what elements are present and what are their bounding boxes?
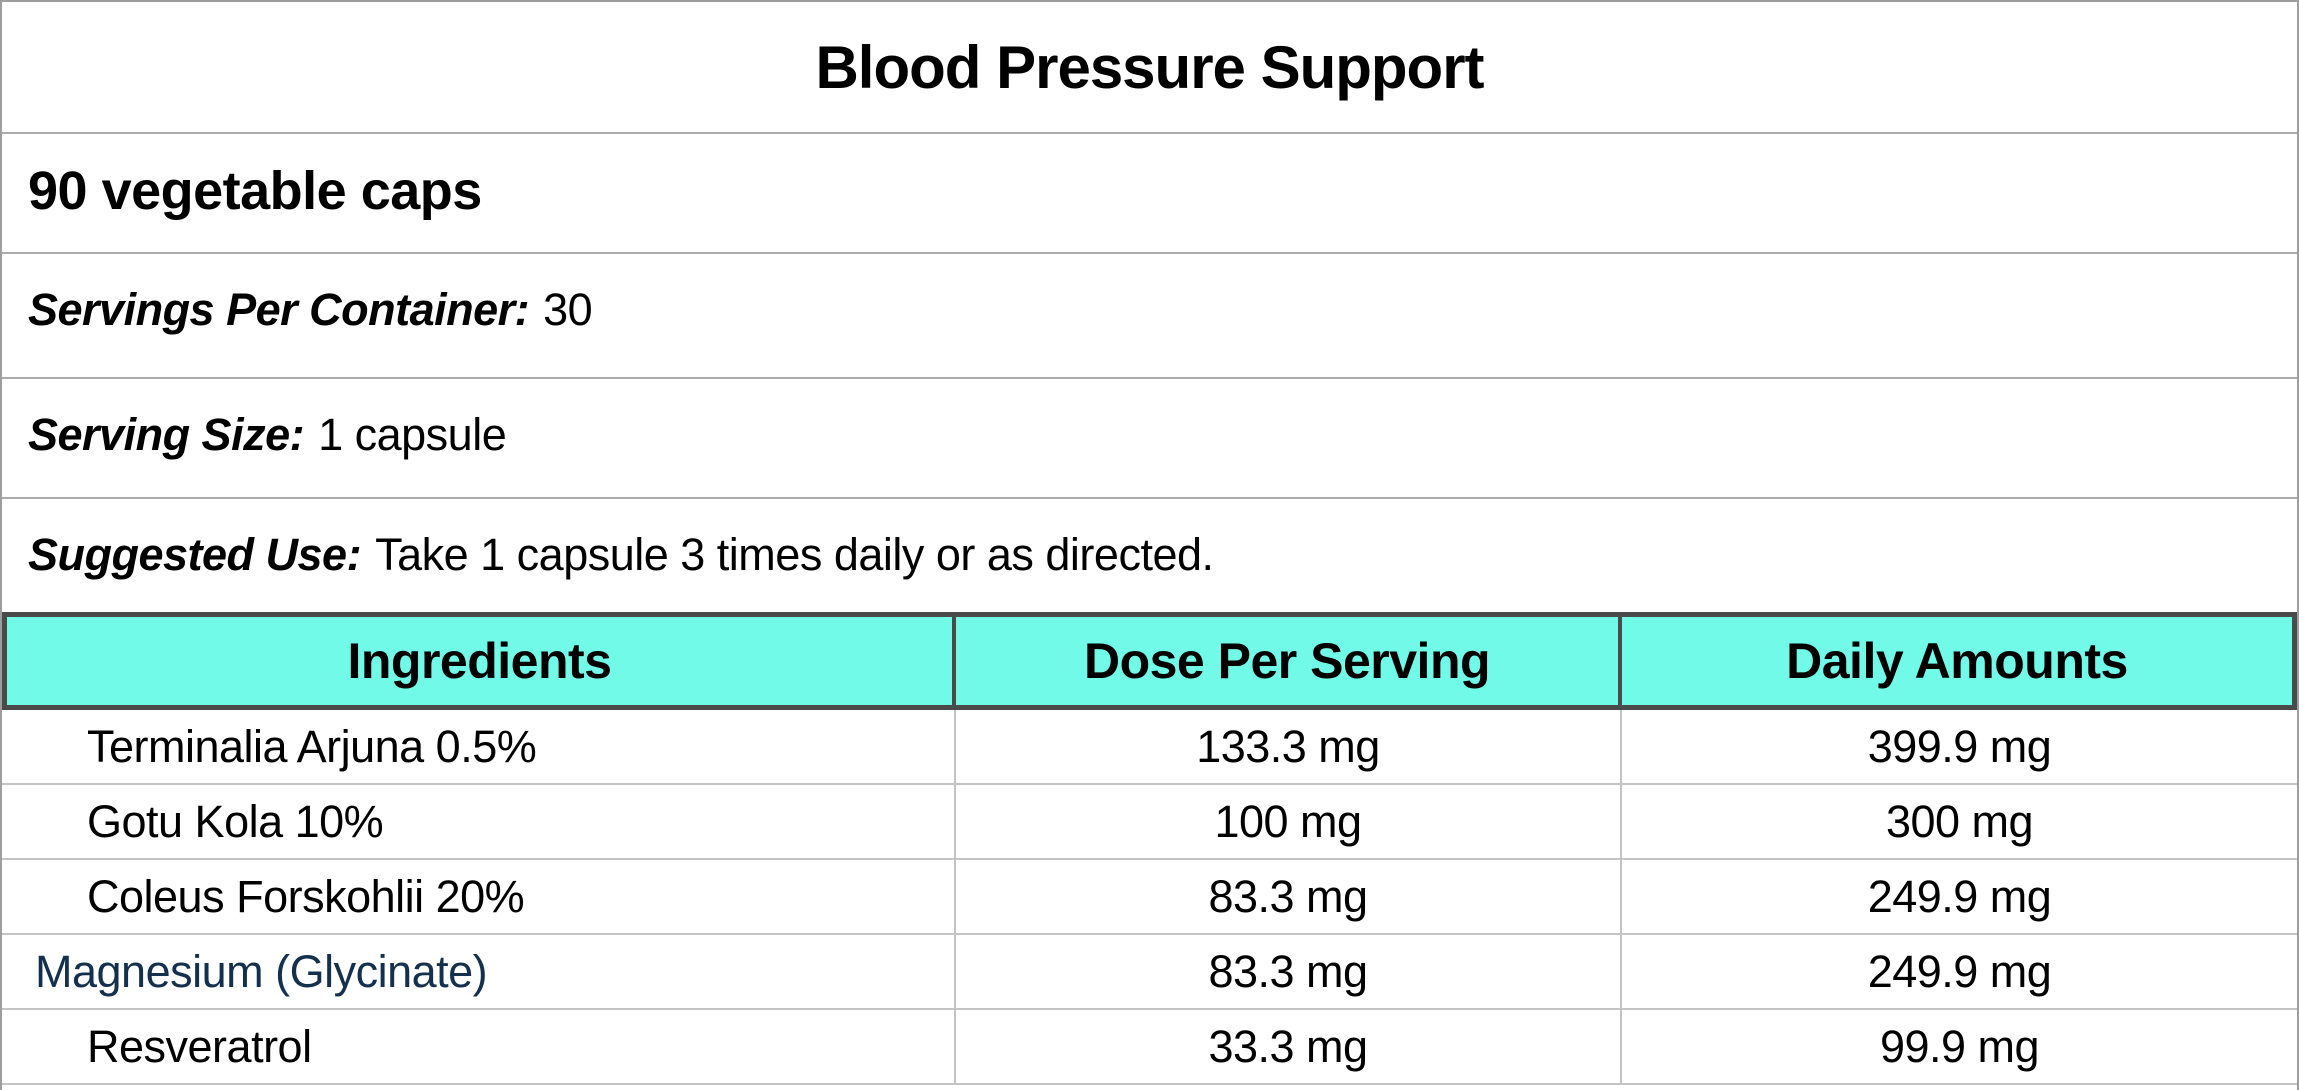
daily-amount-value: 99.9 mg — [1879, 1020, 2040, 1072]
ingredients-table-header: Ingredients Dose Per Serving Daily Amoun… — [2, 612, 2297, 710]
servings-per-container-label: Servings Per Container: — [28, 284, 530, 335]
table-row-coleus-forskohlii: Coleus Forskohlii 20% 83.3 mg 249.9 mg — [2, 860, 2297, 935]
daily-amount-value: 300 mg — [1885, 795, 2034, 847]
dose-per-serving-value: 83.3 mg — [956, 935, 1622, 1008]
ingredient-name: Terminalia Arjuna 0.5% — [2, 710, 956, 783]
servings-per-container-value: 30 — [543, 284, 593, 335]
ingredient-name: Gotu Kola 10% — [2, 785, 956, 858]
suggested-use-label: Suggested Use: — [28, 529, 362, 580]
column-header-dose-per-serving: Dose Per Serving — [956, 617, 1622, 705]
column-header-daily-amounts: Daily Amounts — [1786, 633, 2128, 689]
table-row-magnesium: Magnesium (Glycinate) 83.3 mg 249.9 mg — [2, 935, 2297, 1010]
table-row-gotu-kola: Gotu Kola 10% 100 mg 300 mg — [2, 785, 2297, 860]
ingredient-name: Resveratrol — [2, 1010, 956, 1083]
capsule-count: 90 vegetable caps — [2, 134, 2297, 254]
suggested-use-value: Take 1 capsule 3 times daily or as direc… — [375, 529, 1214, 580]
table-row-resveratrol: Resveratrol 33.3 mg 99.9 mg — [2, 1010, 2297, 1085]
serving-size-label: Serving Size: — [28, 409, 305, 460]
suggested-use-row: Suggested Use: Take 1 capsule 3 times dai… — [2, 499, 2297, 612]
dose-per-serving-value: 83.3 mg — [956, 860, 1622, 933]
servings-per-container-row: Servings Per Container: 30 — [2, 254, 2297, 379]
daily-amount-value: 249.9 mg — [1867, 870, 2052, 922]
serving-size-value: 1 capsule — [318, 409, 507, 460]
dose-per-serving-value: 33.3 mg — [956, 1010, 1622, 1083]
serving-size-row: Serving Size: 1 capsule — [2, 379, 2297, 499]
ingredient-link-magnesium[interactable]: Magnesium (Glycinate) — [2, 935, 956, 1008]
column-header-ingredients: Ingredients — [7, 617, 956, 705]
daily-amount-value: 399.9 mg — [1867, 720, 2052, 772]
table-row-terminalia-arjuna: Terminalia Arjuna 0.5% 133.3 mg 399.9 mg — [2, 710, 2297, 785]
ingredients-table-body: Terminalia Arjuna 0.5% 133.3 mg 399.9 mg… — [2, 710, 2297, 1085]
page-title: Blood Pressure Support — [815, 33, 1484, 101]
title-row: Blood Pressure Support — [2, 2, 2297, 134]
daily-amount-value: 249.9 mg — [1867, 945, 2052, 997]
ingredient-name: Coleus Forskohlii 20% — [2, 860, 956, 933]
dose-per-serving-value: 100 mg — [956, 785, 1622, 858]
dose-per-serving-value: 133.3 mg — [956, 710, 1622, 783]
